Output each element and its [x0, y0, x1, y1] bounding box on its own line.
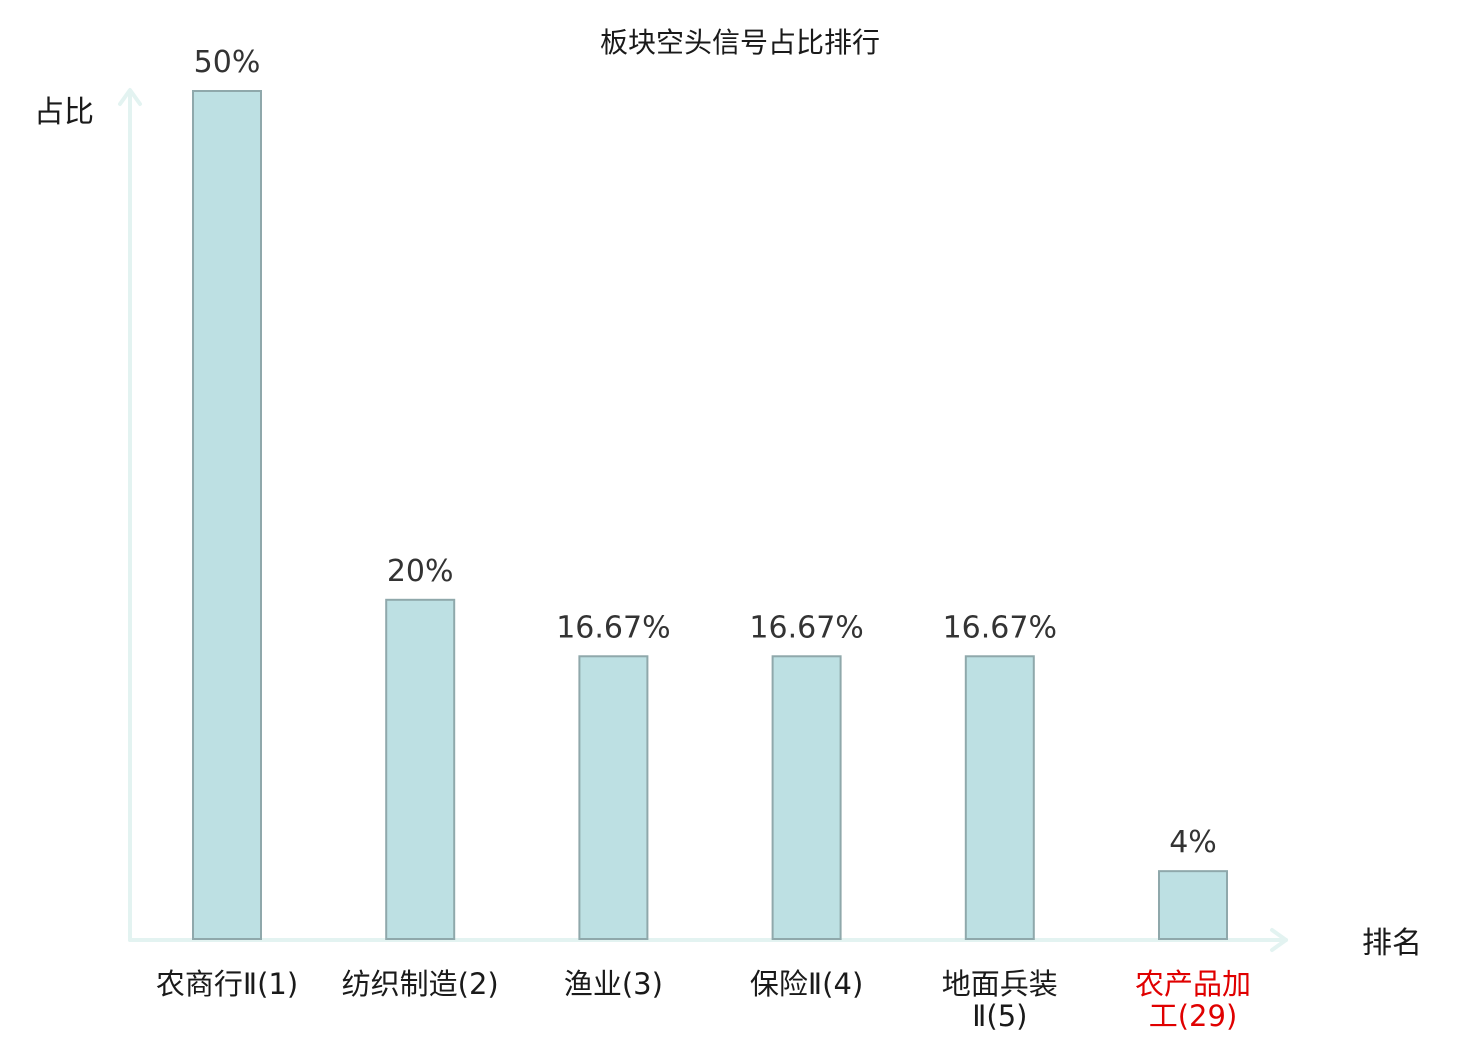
x-axis-arrow	[1270, 928, 1288, 952]
x-tick-label-5-line-2: Ⅱ(5)	[972, 999, 1027, 1033]
chart-title: 板块空头信号占比排行	[600, 26, 880, 59]
bar-6	[1158, 870, 1228, 940]
bar-2	[385, 598, 456, 940]
x-axis-label: 排名	[1362, 926, 1422, 961]
value-label-1: 50%	[194, 45, 261, 80]
x-tick-label-6-line-1: 农产品加	[1135, 967, 1251, 1001]
value-labels-group: 50% 20% 16.67% 16.67% 16.67% 4%	[194, 45, 1217, 860]
x-tick-label-2: 纺织制造(2)	[342, 967, 499, 1001]
x-tick-label-3: 渔业(3)	[564, 967, 663, 1001]
bar-3	[578, 655, 649, 940]
value-label-3: 16.67%	[556, 610, 670, 645]
x-tick-label-5-line-1: 地面兵装	[942, 967, 1058, 1001]
x-tick-label-4: 保险Ⅱ(4)	[750, 967, 863, 1001]
bar-1	[192, 90, 262, 940]
value-label-5: 16.67%	[943, 610, 1057, 645]
value-label-2: 20%	[387, 554, 454, 589]
bars-group	[192, 90, 1228, 940]
bar-4	[771, 655, 842, 940]
y-axis-label: 占比	[34, 95, 94, 130]
value-label-4: 16.67%	[749, 610, 863, 645]
bar-5	[964, 655, 1035, 940]
x-tick-label-6-line-2: 工(29)	[1149, 999, 1238, 1033]
x-tick-label-1: 农商行Ⅱ(1)	[156, 967, 298, 1001]
value-label-6: 4%	[1169, 825, 1217, 860]
